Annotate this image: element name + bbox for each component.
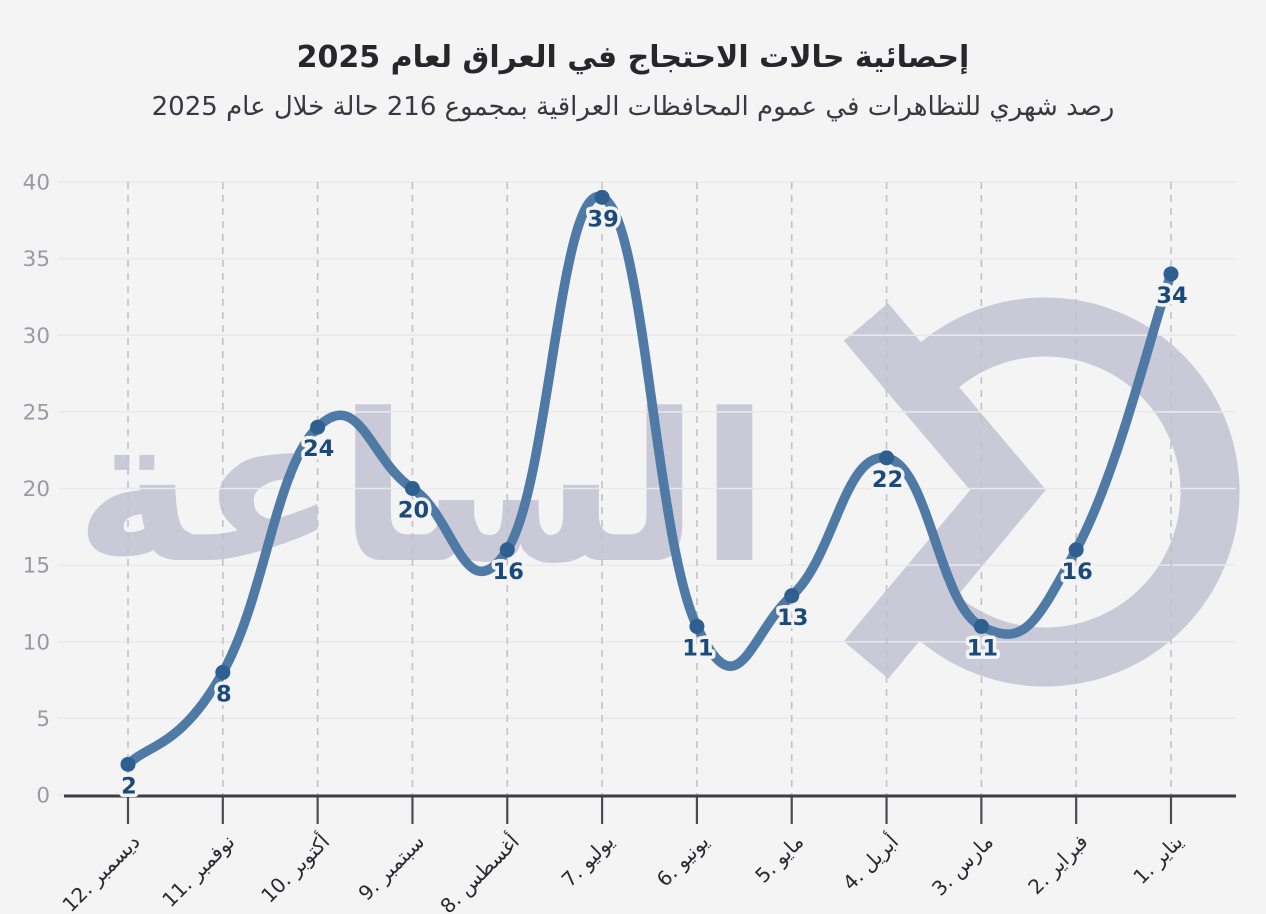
chart-subtitle: رصد شهري للتظاهرات في عموم المحافظات الع… <box>151 92 1115 122</box>
data-point <box>404 481 420 496</box>
y-tick-label: 35 <box>23 247 50 272</box>
watermark-ring-icon <box>914 297 1240 687</box>
data-point-label: 34 <box>1156 283 1187 309</box>
data-point-label: 16 <box>493 559 524 585</box>
data-point-label: 22 <box>872 467 903 493</box>
data-point <box>973 618 989 634</box>
data-point <box>120 756 136 772</box>
y-tick-label: 40 <box>23 171 50 196</box>
data-point-label: 16 <box>1062 559 1093 585</box>
data-point-label: 8 <box>216 681 232 707</box>
y-tick-label: 15 <box>23 554 50 579</box>
data-point <box>879 450 895 466</box>
y-tick-label: 5 <box>36 707 50 732</box>
x-tick-label: 2. فبراير <box>1023 830 1092 899</box>
data-point-label: 24 <box>303 436 334 462</box>
x-tick-label: 11. نوفمبر <box>157 830 239 912</box>
data-point <box>689 618 705 634</box>
x-tick-label: 6. يونيو <box>652 830 714 892</box>
data-point-label: 39 <box>587 206 618 232</box>
data-point <box>499 542 515 558</box>
data-point <box>1068 542 1084 558</box>
data-point-label: 20 <box>398 498 429 524</box>
x-tick-label: 12. ديسمبر <box>57 830 144 914</box>
y-tick-label: 30 <box>23 324 50 349</box>
y-tick-label: 25 <box>23 400 50 425</box>
data-point-label: 13 <box>777 605 808 631</box>
watermark-arrow-icon <box>843 303 1046 679</box>
y-tick-label: 10 <box>23 630 50 655</box>
x-tick-label: 9. سبتمبر <box>353 830 429 906</box>
x-tick-label: 3. مارس <box>927 830 998 901</box>
x-tick-label: 8. أغسطس <box>435 829 524 914</box>
x-tick-label: 4. أبريل <box>837 829 903 895</box>
data-point-label: 2 <box>121 773 137 799</box>
v-gridlines <box>127 182 1172 795</box>
data-point <box>215 664 231 680</box>
x-tick-label: 7. يوليو <box>557 830 619 892</box>
data-point <box>310 419 326 435</box>
y-tick-label: 20 <box>23 477 50 502</box>
data-point <box>784 588 800 604</box>
data-point-label: 11 <box>967 635 998 661</box>
x-tick-label: 10. أكتوبر <box>256 829 335 908</box>
chart-title: إحصائية حالات الاحتجاج في العراق لعام 20… <box>296 40 970 75</box>
y-tick-label: 0 <box>36 784 50 809</box>
data-point <box>1163 266 1179 282</box>
x-tick-label: 5. مايو <box>750 830 808 888</box>
chart-header: إحصائية حالات الاحتجاج في العراق لعام 20… <box>0 40 1266 122</box>
x-tick-label: 1. يناير <box>1128 830 1187 889</box>
data-point <box>594 189 610 205</box>
data-point-label: 11 <box>682 635 713 661</box>
